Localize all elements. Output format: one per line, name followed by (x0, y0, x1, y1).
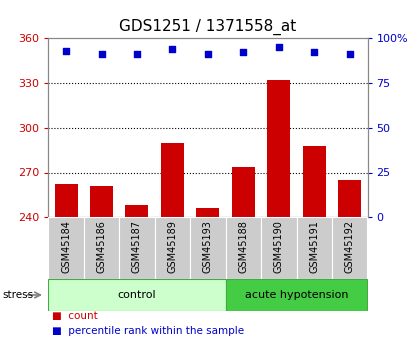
Point (276, 44, 282, 50)
Title: GDS1251 / 1371558_at: GDS1251 / 1371558_at (119, 19, 297, 35)
Point (311, 50, 318, 55)
Point (169, 46, 176, 51)
Bar (261, 217, 297, 279)
Text: GSM45190: GSM45190 (274, 220, 284, 273)
Point (205, 51, 211, 57)
Point (98, 51, 105, 57)
Bar (226, 279, 368, 311)
Bar (332, 217, 368, 279)
Text: GSM45188: GSM45188 (239, 220, 248, 273)
Text: GSM45186: GSM45186 (97, 220, 107, 273)
Bar (161, 142, 184, 345)
Text: ■  count: ■ count (52, 311, 98, 321)
Text: control: control (118, 290, 156, 300)
Text: GSM45191: GSM45191 (309, 220, 319, 273)
Point (346, 51, 353, 57)
Bar (197, 208, 219, 345)
Text: ■  percentile rank within the sample: ■ percentile rank within the sample (52, 326, 244, 336)
Bar (226, 217, 261, 279)
Text: GSM45189: GSM45189 (168, 220, 177, 273)
Bar (48, 217, 84, 279)
Text: stress: stress (2, 290, 33, 300)
Text: acute hypotension: acute hypotension (245, 290, 348, 300)
Bar (84, 217, 119, 279)
Bar (48, 279, 226, 311)
Bar (126, 205, 149, 345)
Bar (338, 180, 361, 345)
Text: GSM45193: GSM45193 (203, 220, 213, 273)
Bar (267, 80, 290, 345)
Bar (190, 217, 226, 279)
Bar (155, 217, 190, 279)
Bar (90, 186, 113, 345)
Text: GSM45184: GSM45184 (61, 220, 71, 273)
Text: GSM45187: GSM45187 (132, 220, 142, 274)
Bar (303, 146, 326, 345)
Bar (55, 185, 78, 345)
Bar (232, 167, 255, 345)
Bar (297, 217, 332, 279)
Text: GSM45192: GSM45192 (345, 220, 355, 274)
Point (63, 48, 69, 53)
Bar (119, 217, 155, 279)
Point (240, 50, 247, 55)
Point (134, 51, 140, 57)
